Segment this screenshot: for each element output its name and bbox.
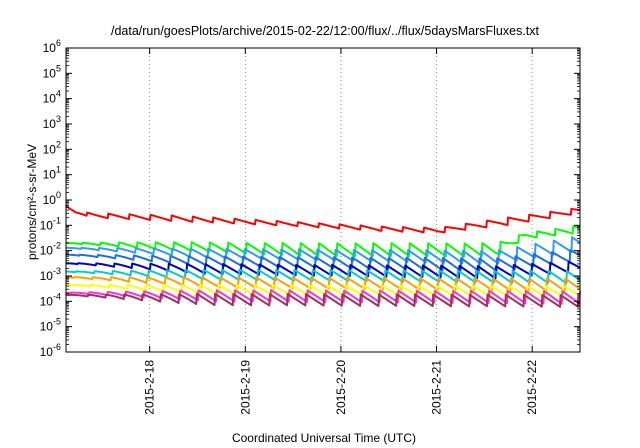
series-line bbox=[65, 236, 581, 265]
chart-title: /data/run/goesPlots/archive/2015-02-22/1… bbox=[111, 24, 540, 38]
y-tick-base: 10 bbox=[43, 193, 57, 207]
x-tick-label: 2015-2-18 bbox=[143, 360, 157, 415]
y-tick-label: 10-5 bbox=[40, 317, 61, 334]
y-tick-exponent: -5 bbox=[53, 317, 61, 327]
y-tick-label: 104 bbox=[43, 89, 61, 106]
y-tick-label: 10-2 bbox=[40, 241, 61, 258]
y-tick-base: 10 bbox=[40, 294, 54, 308]
y-tick-exponent: 3 bbox=[56, 114, 61, 124]
y-tick-label: 10-4 bbox=[40, 291, 61, 308]
y-tick-exponent: 2 bbox=[56, 139, 61, 149]
y-tick-label: 100 bbox=[43, 190, 61, 207]
series-lines bbox=[65, 204, 581, 308]
y-tick-label: 10-3 bbox=[40, 266, 61, 283]
y-tick-exponent: 4 bbox=[56, 89, 61, 99]
y-tick-exponent: 0 bbox=[56, 190, 61, 200]
y-tick-exponent: 1 bbox=[56, 165, 61, 175]
y-tick-base: 10 bbox=[40, 345, 54, 359]
y-tick-base: 10 bbox=[40, 244, 54, 258]
y-tick-label: 10-6 bbox=[40, 342, 61, 359]
y-tick-exponent: -1 bbox=[53, 215, 61, 225]
x-tick-label: 2015-2-19 bbox=[238, 360, 252, 415]
x-tick-labels: 2015-2-18 2015-2-19 2015-2-20 2015-2-21 2015… bbox=[143, 360, 540, 415]
y-tick-base: 10 bbox=[43, 41, 57, 55]
y-tick-exponent: -4 bbox=[53, 291, 61, 301]
y-tick-label: 103 bbox=[43, 114, 61, 131]
series-line bbox=[65, 276, 581, 292]
y-tick-labels: 10-610-510-410-310-210-11001011021031041… bbox=[40, 38, 61, 359]
y-tick-base: 10 bbox=[43, 142, 57, 156]
series-line bbox=[65, 268, 581, 285]
series-line bbox=[65, 204, 581, 234]
y-tick-exponent: -6 bbox=[53, 342, 61, 352]
y-tick-base: 10 bbox=[43, 66, 57, 80]
plot-frame bbox=[65, 47, 581, 353]
y-axis-label: protons/cm²-s-sr-MeV bbox=[25, 144, 39, 260]
y-tick-base: 10 bbox=[43, 92, 57, 106]
y-tick-base: 10 bbox=[43, 117, 57, 131]
x-tick-label: 2015-2-20 bbox=[334, 360, 348, 415]
x-tick-label: 2015-2-22 bbox=[525, 360, 539, 415]
y-tick-base: 10 bbox=[40, 218, 54, 232]
series-line bbox=[65, 292, 581, 308]
x-tick-label: 2015-2-21 bbox=[430, 360, 444, 415]
y-tick-exponent: 5 bbox=[56, 63, 61, 73]
series-line bbox=[65, 225, 581, 258]
y-tick-exponent: -3 bbox=[53, 266, 61, 276]
y-tick-label: 10-1 bbox=[40, 215, 61, 232]
y-tick-base: 10 bbox=[40, 320, 54, 334]
y-tick-label: 101 bbox=[43, 165, 61, 182]
y-tick-base: 10 bbox=[43, 168, 57, 182]
series-line bbox=[65, 283, 581, 298]
series-line bbox=[65, 249, 581, 273]
y-tick-exponent: 6 bbox=[56, 38, 61, 48]
y-tick-label: 105 bbox=[43, 63, 61, 80]
x-axis-label: Coordinated Universal Time (UTC) bbox=[232, 431, 416, 445]
y-tick-label: 106 bbox=[43, 38, 61, 55]
axes bbox=[65, 47, 581, 353]
grid-lines bbox=[149, 48, 533, 352]
y-tick-label: 102 bbox=[43, 139, 61, 156]
y-tick-exponent: -2 bbox=[53, 241, 61, 251]
y-tick-base: 10 bbox=[40, 269, 54, 283]
